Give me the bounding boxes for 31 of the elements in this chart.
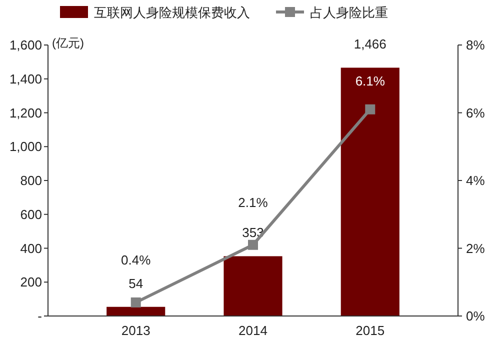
y-tick-label: 1,400	[9, 71, 42, 86]
y2-tick-label: 4%	[466, 173, 486, 188]
y2-tick-label: 0%	[466, 308, 486, 324]
y-tick-label: 1,600	[9, 38, 42, 52]
y-axis-title: (亿元)	[52, 36, 84, 50]
y2-tick-label: 2%	[466, 240, 486, 256]
legend-label: 占人身险比重	[310, 5, 388, 20]
y2-tick-label: 8%	[466, 38, 486, 52]
data-label: 2.1%	[238, 194, 268, 210]
data-label: 1,466	[354, 36, 386, 52]
point	[365, 104, 376, 114]
y-tick-label: 1,000	[9, 139, 42, 154]
y-tick-label: 200	[20, 274, 42, 290]
bar	[340, 68, 400, 316]
data-label: 6.1%	[355, 74, 386, 89]
data-label: 54	[128, 276, 144, 291]
y-tick-label: 1,200	[9, 105, 42, 120]
point	[130, 297, 141, 308]
y-tick-label: 800	[20, 173, 42, 188]
bar	[224, 256, 282, 316]
x-tick-label: 2013	[121, 323, 150, 338]
point	[248, 240, 258, 250]
x-tick-label: 2015	[356, 323, 385, 338]
y-tick-label: 400	[20, 240, 42, 256]
x-tick-label: 2014	[238, 323, 268, 338]
legend-label: 互联网人身险规模保费收入	[94, 5, 250, 20]
y-tick-label: 600	[20, 206, 42, 222]
bar	[106, 306, 166, 316]
y-tick-label: -	[38, 308, 42, 324]
data-label: 0.4%	[121, 252, 152, 268]
y2-tick-label: 6%	[466, 105, 486, 120]
